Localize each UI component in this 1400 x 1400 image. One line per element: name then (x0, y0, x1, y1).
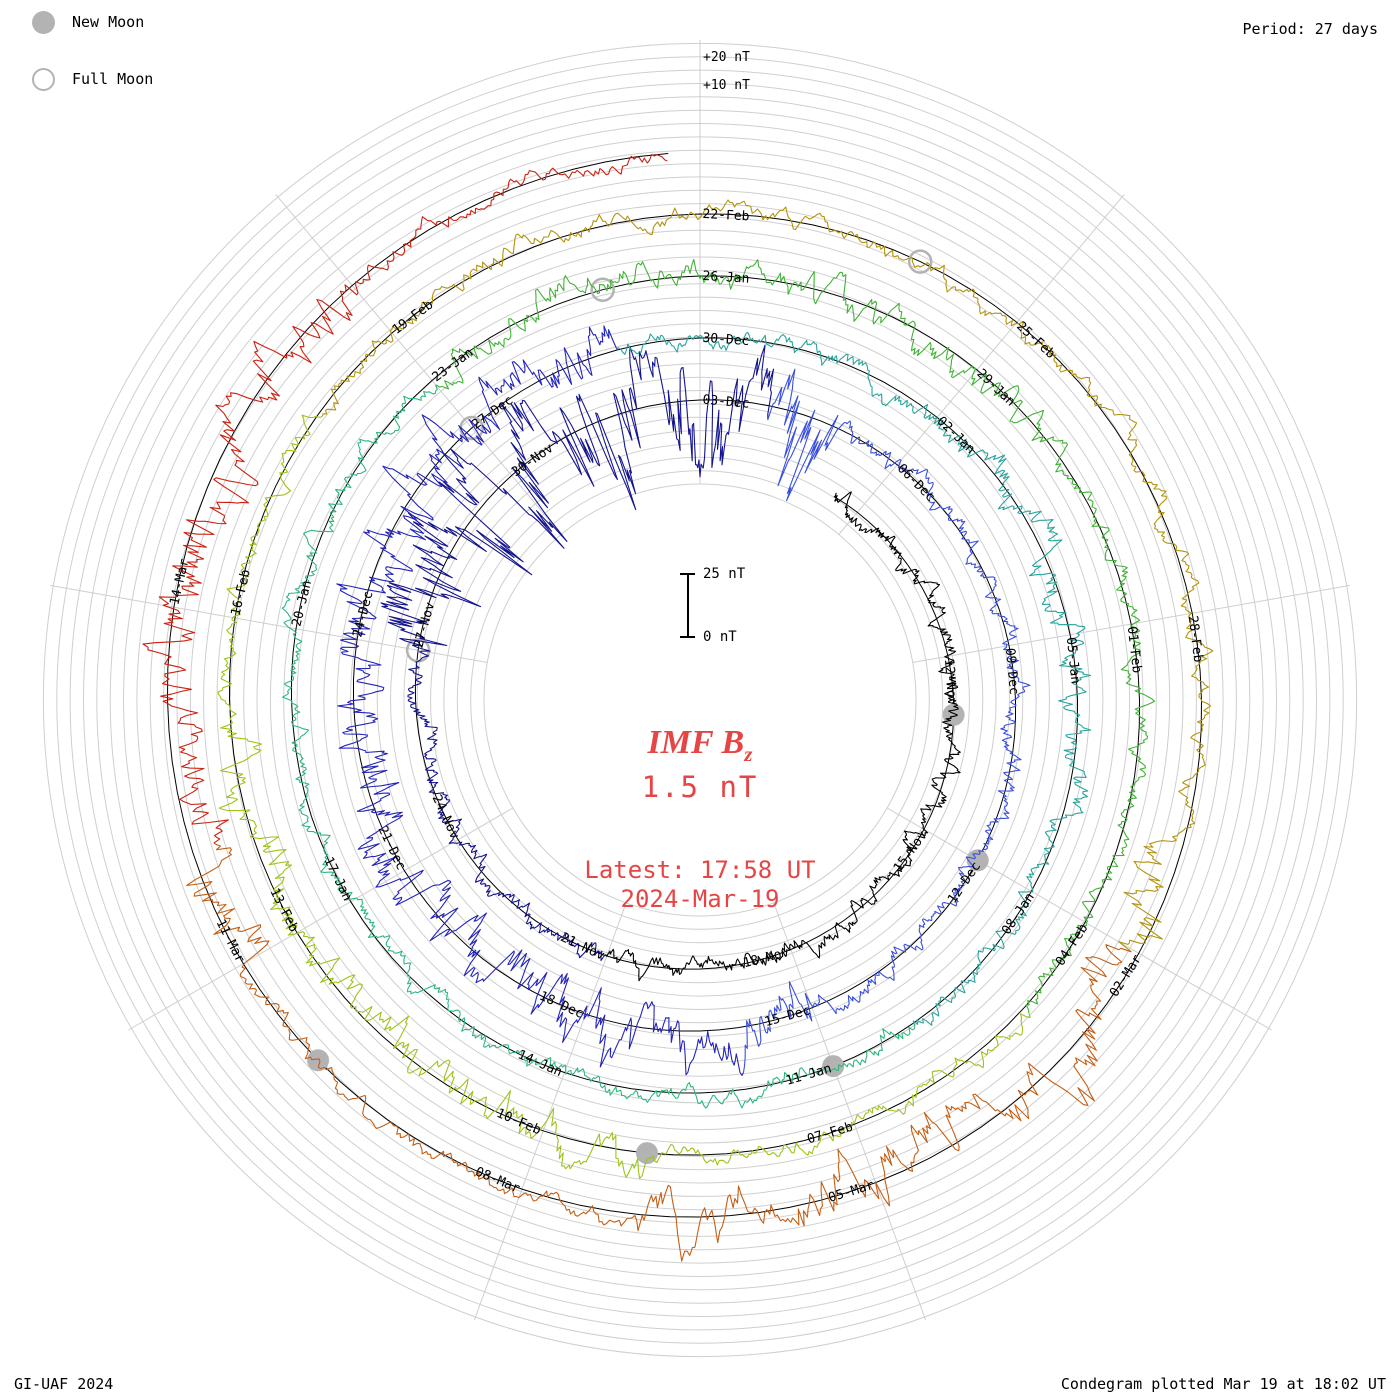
full-moon-marker (590, 277, 615, 302)
chart-title: IMF Bz (0, 724, 1400, 767)
date-label: 22-Feb (702, 207, 750, 225)
date-label: 26-Jan (702, 269, 750, 287)
new-moon-icon (32, 10, 55, 34)
plotted-timestamp: Condegram plotted Mar 19 at 18:02 UT (1060, 1375, 1386, 1393)
date-label: 28-Feb (1185, 615, 1206, 664)
latest-time: Latest: 17:58 UT (584, 856, 816, 884)
grid-spoke (49, 584, 488, 663)
date-label: 12-Nov (941, 658, 959, 706)
grid-spoke (773, 902, 927, 1321)
full-moon-icon (32, 67, 55, 91)
date-label: 18-Nov (742, 945, 791, 971)
grid-spoke (275, 194, 562, 535)
date-label: 05-Jan (1063, 636, 1083, 684)
date-label: 20-Jan (289, 579, 315, 628)
scale-bar-top-label: 25 nT (703, 566, 746, 582)
scale-bar-cap-bottom (680, 636, 695, 638)
scale-bar-zero-label: 0 nT (703, 629, 737, 645)
date-label: 01-Feb (1124, 626, 1144, 675)
latest-value: 1.5 nT (641, 770, 759, 804)
date-label: 30-Dec (702, 331, 750, 349)
chart-title-main: IMF B (647, 724, 745, 761)
radial-scale-10nt: +10 nT (703, 78, 750, 93)
date-label: 14-Jan (515, 1047, 564, 1080)
trace-segment (217, 414, 1031, 1180)
grid-spoke (838, 194, 1125, 535)
date-label: 11-Jan (784, 1061, 833, 1089)
date-label: 19-Feb (390, 297, 437, 337)
trace-segment (186, 842, 1132, 1262)
trace-segment (605, 491, 961, 982)
scale-bar-line (687, 574, 689, 637)
legend-full-moon-label: Full Moon (72, 70, 154, 88)
trace-segment (742, 368, 1031, 1073)
trace-segment (616, 332, 1092, 1027)
credit-label: GI-UAF 2024 (14, 1375, 114, 1393)
scale-bar-cap-top (680, 573, 695, 575)
date-label: 03-Dec (702, 393, 750, 412)
date-label: 18-Dec (537, 989, 586, 1022)
date-label: 08-Mar (473, 1164, 522, 1196)
grid-spoke (886, 807, 1272, 1031)
trace-segment (281, 384, 916, 1109)
date-label: 14-Mar (167, 557, 192, 606)
chart-title-subscript: z (744, 741, 753, 766)
legend-new-moon: New Moon (32, 10, 153, 34)
new-moon-marker (942, 703, 965, 726)
date-label: 15-Dec (763, 1003, 812, 1030)
new-moon-marker (636, 1142, 658, 1165)
grid-spoke (128, 807, 514, 1031)
date-label: 16-Feb (229, 568, 254, 617)
grid-circle (483, 483, 917, 917)
new-moon-marker (966, 849, 989, 872)
full-moon-marker (907, 249, 933, 274)
trace-segment (321, 199, 1214, 953)
moon-legend: New Moon Full Moon (32, 10, 153, 91)
date-label: 04-Feb (1053, 921, 1091, 969)
trace-segment (142, 153, 668, 844)
period-label: Period: 27 days (1242, 20, 1378, 38)
baseline-spiral (166, 153, 1203, 1218)
radial-scale-20nt: +20 nT (703, 50, 750, 65)
trace-segment (380, 344, 775, 962)
new-moon-marker (307, 1049, 330, 1072)
legend-new-moon-label: New Moon (72, 13, 145, 31)
legend-full-moon: Full Moon (32, 67, 153, 91)
trace-segment (336, 325, 745, 1076)
date-label: 09-Dec (1002, 647, 1021, 695)
trace-segment (435, 258, 1156, 1014)
grid-spoke (473, 902, 627, 1321)
latest-date: 2024-Mar-19 (620, 885, 780, 913)
